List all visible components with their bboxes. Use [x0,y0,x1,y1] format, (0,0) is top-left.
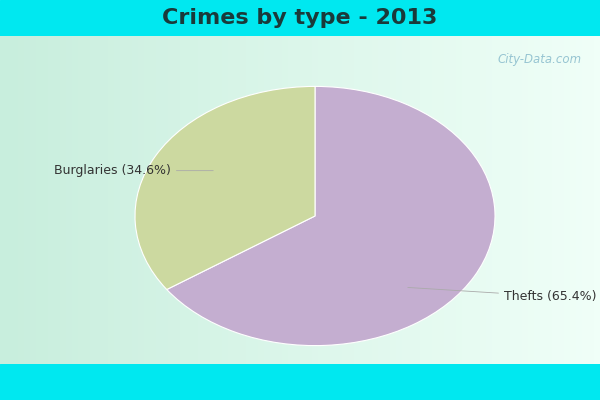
Text: Thefts (65.4%): Thefts (65.4%) [408,288,596,303]
Bar [0,364,600,400]
Text: Burglaries (34.6%): Burglaries (34.6%) [54,164,213,177]
Bar [0,0,600,36]
Wedge shape [135,86,315,290]
Text: Crimes by type - 2013: Crimes by type - 2013 [163,8,437,28]
Text: City-Data.com: City-Data.com [498,54,582,66]
Wedge shape [167,86,495,346]
